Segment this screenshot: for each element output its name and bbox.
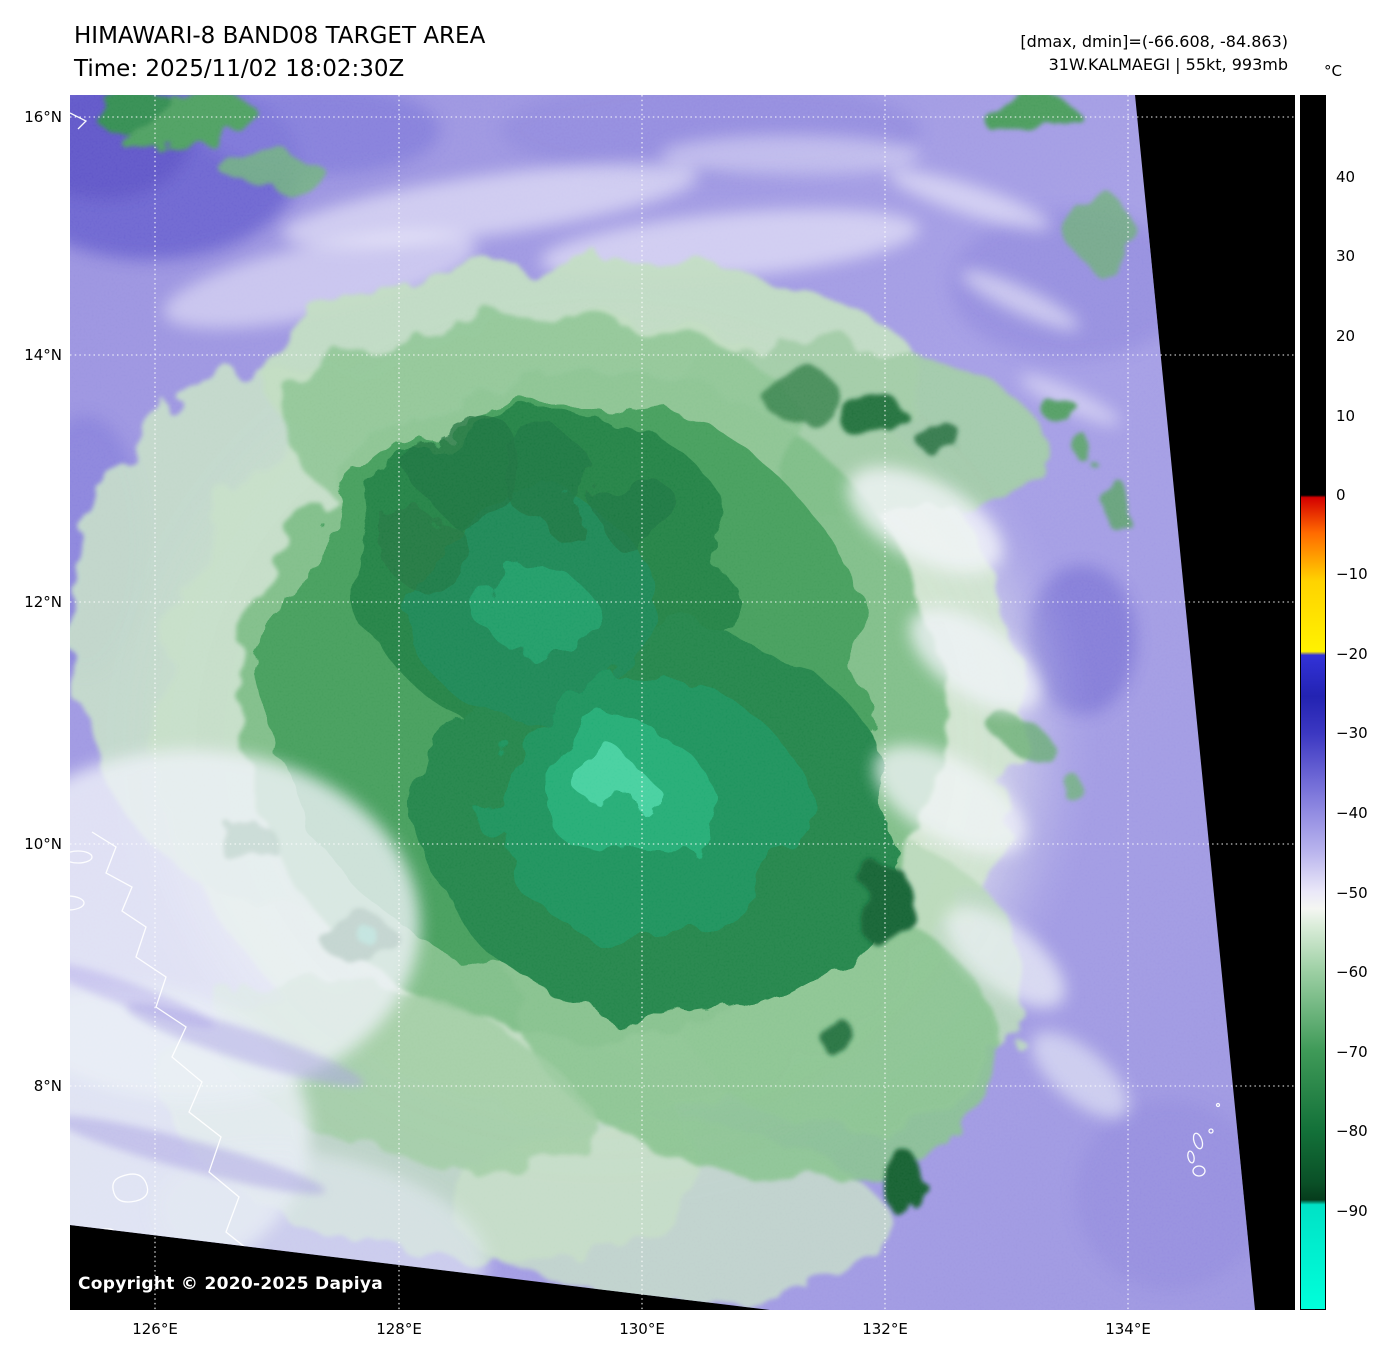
colorbar-tick-label: −30: [1336, 724, 1368, 743]
colorbar-tick-label: 40: [1336, 167, 1356, 186]
coastline-palau: [1187, 1102, 1221, 1177]
page-title: HIMAWARI-8 BAND08 TARGET AREA: [74, 23, 486, 49]
image-grain: [70, 95, 1255, 1310]
colorbar-tick-label: 0: [1336, 485, 1346, 504]
lon-tick-label: 128°E: [376, 1320, 422, 1338]
colorbar-tick-label: −60: [1336, 962, 1368, 981]
colorbar-tick-label: 30: [1336, 247, 1356, 266]
image-timestamp: Time: 2025/11/02 18:02:30Z: [74, 55, 405, 82]
graticule: [70, 95, 1295, 1310]
colorbar-tick-labels: 40 30 20 10 0 −10 −20 −30 −40 −50 −60 −70 −80 −90: [1336, 95, 1388, 1310]
colorbar-tick-label: −90: [1336, 1201, 1368, 1220]
colorbar-tick-label: −70: [1336, 1042, 1368, 1061]
colorbar-tick-label: −10: [1336, 565, 1368, 584]
header-titles: HIMAWARI-8 BAND08 TARGET AREA Time: 2025…: [74, 20, 485, 85]
lon-tick-label: 132°E: [862, 1320, 908, 1338]
lat-tick-label: 12°N: [24, 593, 62, 611]
lat-tick-label: 16°N: [24, 108, 62, 126]
colorbar-tick-label: 10: [1336, 406, 1356, 425]
storm-info: 31W.KALMAEGI | 55kt, 993mb: [1048, 55, 1288, 75]
satellite-image: [70, 95, 1295, 1310]
lat-tick-label: 8°N: [33, 1077, 62, 1095]
header-stats: [dmax, dmin]=(-66.608, -84.863) 31W.KALM…: [1020, 30, 1288, 76]
colorbar-unit-label: °C: [1324, 62, 1342, 80]
satellite-swath: [70, 95, 1255, 1310]
lat-tick-label: 10°N: [24, 835, 62, 853]
lat-tick-label: 14°N: [24, 346, 62, 364]
colorbar-tick-label: −80: [1336, 1122, 1368, 1141]
colorbar-tick-label: 20: [1336, 326, 1356, 345]
colorbar: [1300, 95, 1326, 1310]
copyright-text: Copyright © 2020-2025 Dapiya: [78, 1274, 383, 1294]
dmax-dmin-readout: [dmax, dmin]=(-66.608, -84.863): [1020, 32, 1288, 51]
lon-tick-label: 126°E: [132, 1320, 178, 1338]
lon-tick-label: 134°E: [1105, 1320, 1151, 1338]
colorbar-tick-label: −50: [1336, 883, 1368, 902]
longitude-axis: 126°E 128°E 130°E 132°E 134°E: [70, 1320, 1295, 1342]
latitude-axis: 16°N 14°N 12°N 10°N 8°N: [0, 95, 64, 1310]
colorbar-tick-label: −20: [1336, 645, 1368, 664]
lon-tick-label: 130°E: [619, 1320, 665, 1338]
satellite-map-panel: Copyright © 2020-2025 Dapiya: [70, 95, 1295, 1310]
colorbar-tick-label: −40: [1336, 804, 1368, 823]
coastline-philippines: [91, 831, 262, 1310]
